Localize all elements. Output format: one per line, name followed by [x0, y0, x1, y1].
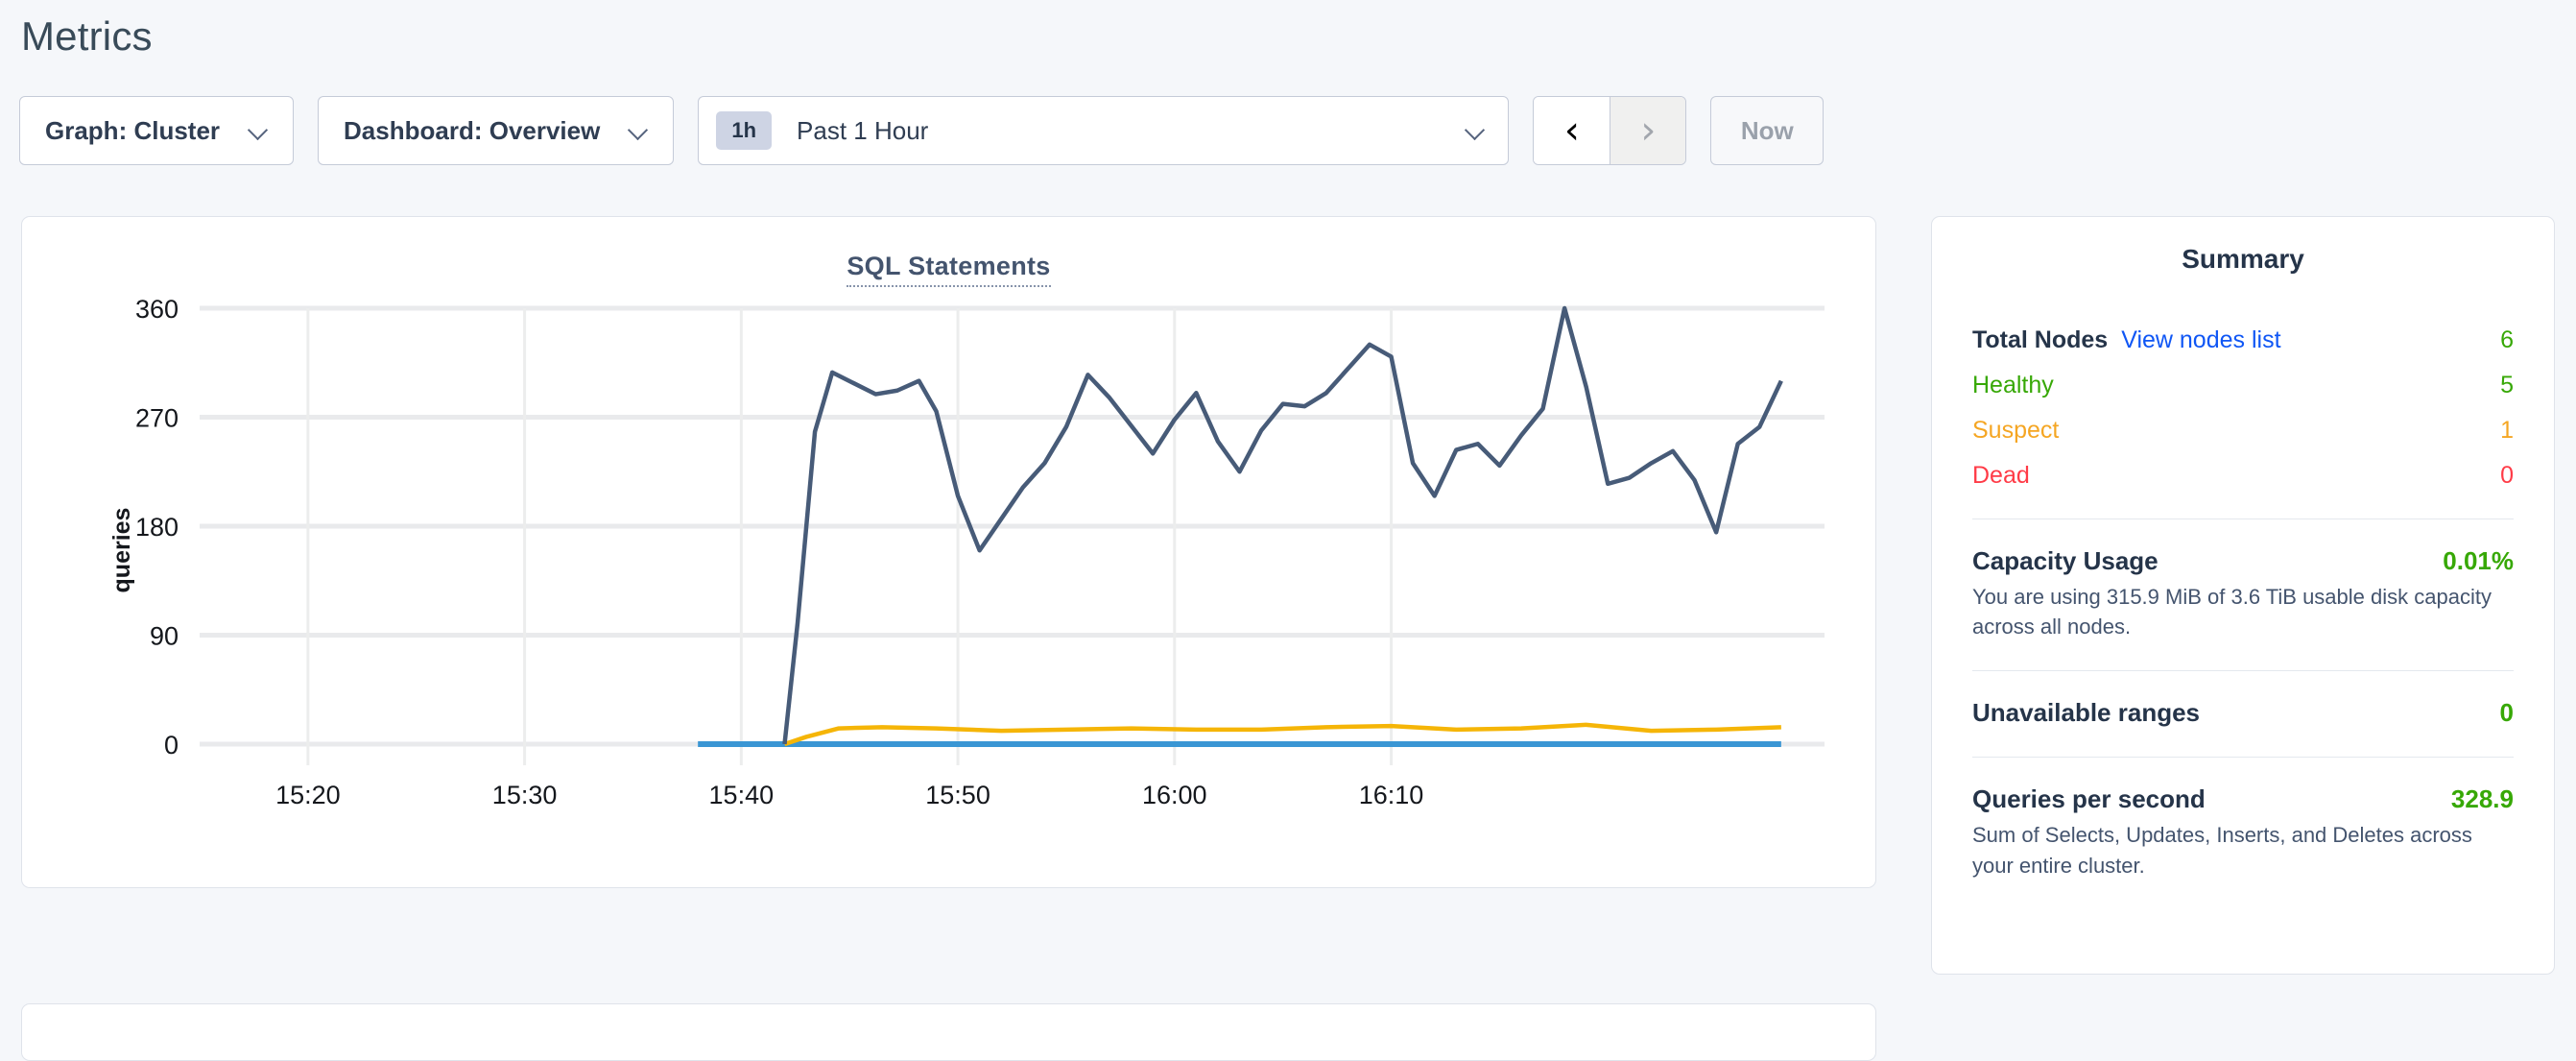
- chart-title: SQL Statements: [22, 217, 1875, 287]
- view-nodes-list-link[interactable]: View nodes list: [2121, 326, 2281, 353]
- healthy-nodes-row: Healthy 5: [1972, 372, 2514, 399]
- svg-text:360: 360: [135, 295, 179, 324]
- svg-text:270: 270: [135, 404, 179, 433]
- svg-text:0: 0: [164, 731, 179, 760]
- dashboard-selector-label: Dashboard: Overview: [344, 115, 601, 145]
- divider: [1972, 670, 2514, 672]
- total-nodes-row: Total Nodes View nodes list 6: [1972, 326, 2514, 354]
- total-nodes-value: 6: [2500, 326, 2514, 353]
- healthy-value: 5: [2500, 372, 2514, 398]
- chart-svg: 0 90 180 270 360 15:20 15:30 15:40 15:50 16:00 16:…: [135, 295, 1825, 809]
- dashboard-selector[interactable]: Dashboard: Overview: [318, 96, 675, 165]
- svg-text:16:00: 16:00: [1142, 781, 1207, 809]
- next-time-button[interactable]: ›: [1610, 97, 1686, 164]
- summary-title: Summary: [2182, 244, 2304, 274]
- dashboard-content: SQL Statements queries 0 90 180 270 360 15:20…: [0, 165, 2576, 975]
- chart-title-text[interactable]: SQL Statements: [847, 252, 1051, 287]
- queries-per-second-label: Queries per second: [1972, 784, 2206, 814]
- chevron-down-icon: [249, 121, 268, 140]
- suspect-nodes-row: Suspect 1: [1972, 417, 2514, 445]
- total-nodes-label: Total Nodes: [1972, 326, 2109, 353]
- suspect-value: 1: [2500, 417, 2514, 444]
- chevron-down-icon: [1466, 121, 1485, 140]
- healthy-label: Healthy: [1972, 372, 2054, 398]
- now-button[interactable]: Now: [1710, 96, 1825, 165]
- graph-selector[interactable]: Graph: Cluster: [19, 96, 295, 165]
- dead-nodes-row: Dead 0: [1972, 462, 2514, 490]
- capacity-usage-row: Capacity Usage 0.01%: [1972, 546, 2514, 576]
- queries-per-second-value: 328.9: [2450, 784, 2514, 814]
- chevron-down-icon: [629, 121, 648, 140]
- time-range-badge: 1h: [716, 111, 773, 150]
- svg-text:15:50: 15:50: [925, 781, 990, 809]
- time-nav-group: ‹ ›: [1533, 96, 1687, 165]
- chart-y-axis-label: queries: [107, 507, 135, 593]
- graph-selector-label: Graph: Cluster: [45, 115, 221, 145]
- queries-per-second-description: Sum of Selects, Updates, Inserts, and De…: [1972, 823, 2472, 878]
- next-chart-row: [0, 975, 2576, 1061]
- summary-card: Summary Total Nodes View nodes list 6 He…: [1931, 216, 2555, 975]
- unavailable-ranges-value: 0: [2499, 698, 2514, 728]
- capacity-usage-label: Capacity Usage: [1972, 546, 2159, 575]
- capacity-usage-value: 0.01%: [2443, 546, 2514, 575]
- chevron-left-icon: ‹: [1563, 109, 1580, 153]
- toolbar: Graph: Cluster Dashboard: Overview 1h Pa…: [0, 60, 2576, 165]
- page-title: Metrics: [21, 13, 153, 59]
- time-range-selector[interactable]: 1h Past 1 Hour: [698, 96, 1510, 165]
- svg-text:15:40: 15:40: [709, 781, 775, 809]
- capacity-usage-description: You are using 315.9 MiB of 3.6 TiB usabl…: [1972, 585, 2492, 639]
- queries-per-second-row: Queries per second 328.9: [1972, 784, 2514, 814]
- svg-text:90: 90: [150, 622, 179, 651]
- chart-plot-area[interactable]: queries 0 90 180 270 360 15:20 15:30 15:40 15:50…: [22, 281, 1875, 819]
- svg-text:180: 180: [135, 513, 179, 542]
- next-chart-card: [21, 1003, 1876, 1061]
- svg-text:15:20: 15:20: [275, 781, 341, 809]
- unavailable-ranges-row: Unavailable ranges 0: [1972, 698, 2514, 728]
- sql-statements-chart-card: SQL Statements queries 0 90 180 270 360 15:20…: [21, 216, 1876, 888]
- time-range-label: Past 1 Hour: [797, 115, 929, 145]
- unavailable-ranges-label: Unavailable ranges: [1972, 698, 2200, 728]
- divider: [1972, 518, 2514, 519]
- prev-time-button[interactable]: ‹: [1534, 97, 1610, 164]
- dead-label: Dead: [1972, 462, 2030, 489]
- dead-value: 0: [2500, 462, 2514, 489]
- suspect-label: Suspect: [1972, 417, 2060, 444]
- svg-text:16:10: 16:10: [1359, 781, 1424, 809]
- chevron-right-icon: ›: [1640, 109, 1657, 153]
- divider: [1972, 757, 2514, 759]
- svg-text:15:30: 15:30: [492, 781, 558, 809]
